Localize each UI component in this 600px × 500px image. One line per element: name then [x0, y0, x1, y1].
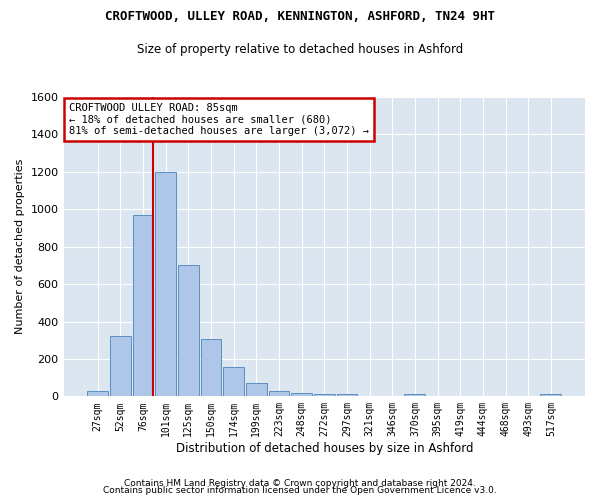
- Bar: [541, 394, 561, 396]
- Text: CROFTWOOD ULLEY ROAD: 85sqm
← 18% of detached houses are smaller (680)
81% of se: CROFTWOOD ULLEY ROAD: 85sqm ← 18% of det…: [69, 103, 369, 136]
- Bar: [110, 336, 131, 396]
- Text: Size of property relative to detached houses in Ashford: Size of property relative to detached ho…: [137, 42, 463, 56]
- Bar: [223, 368, 244, 396]
- Bar: [200, 340, 221, 396]
- Bar: [404, 394, 425, 396]
- Bar: [269, 390, 289, 396]
- Bar: [133, 215, 154, 396]
- Bar: [87, 390, 108, 396]
- Bar: [155, 172, 176, 396]
- Text: CROFTWOOD, ULLEY ROAD, KENNINGTON, ASHFORD, TN24 9HT: CROFTWOOD, ULLEY ROAD, KENNINGTON, ASHFO…: [105, 10, 495, 23]
- Bar: [291, 392, 312, 396]
- Bar: [337, 394, 358, 396]
- Bar: [178, 266, 199, 396]
- Text: Contains HM Land Registry data © Crown copyright and database right 2024.: Contains HM Land Registry data © Crown c…: [124, 478, 476, 488]
- Bar: [314, 394, 335, 396]
- Text: Contains public sector information licensed under the Open Government Licence v3: Contains public sector information licen…: [103, 486, 497, 495]
- Y-axis label: Number of detached properties: Number of detached properties: [15, 159, 25, 334]
- X-axis label: Distribution of detached houses by size in Ashford: Distribution of detached houses by size …: [176, 442, 473, 455]
- Bar: [246, 383, 267, 396]
